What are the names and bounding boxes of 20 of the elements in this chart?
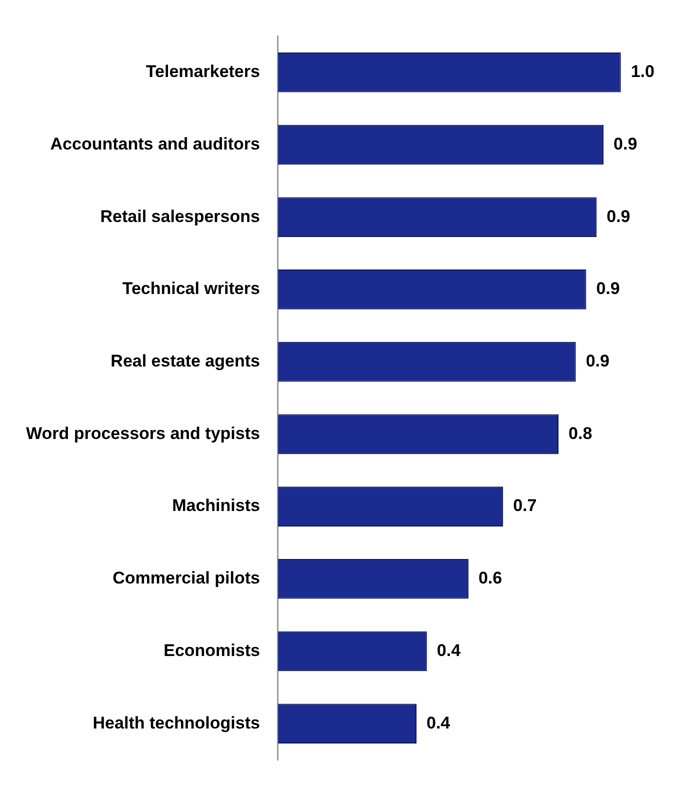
- y-tick-label: Machinists: [172, 496, 260, 516]
- y-tick-label: Technical writers: [122, 279, 260, 298]
- data-label: 0.4: [426, 713, 451, 732]
- y-tick-label: Word processors and typists: [26, 424, 260, 443]
- y-tick-label: Accountants and auditors: [50, 134, 260, 154]
- data-label: 0.8: [568, 424, 592, 443]
- data-label: 1.0: [630, 62, 654, 82]
- data-label: 0.7: [513, 496, 537, 516]
- data-label: 0.9: [614, 134, 638, 154]
- y-tick-label: Retail salespersons: [100, 206, 260, 226]
- y-tick-label: Commercial pilots: [112, 568, 260, 588]
- data-label: 0.6: [478, 568, 502, 588]
- y-tick-label: Telemarketers: [146, 62, 260, 82]
- y-tick-label: Health technologists: [92, 713, 260, 732]
- data-label: 0.9: [596, 279, 620, 298]
- data-label: 0.9: [586, 352, 610, 371]
- y-tick-label: Economists: [164, 640, 260, 660]
- data-label: 0.9: [606, 206, 630, 226]
- y-tick-label: Real estate agents: [110, 352, 260, 371]
- data-label: 0.4: [436, 640, 462, 660]
